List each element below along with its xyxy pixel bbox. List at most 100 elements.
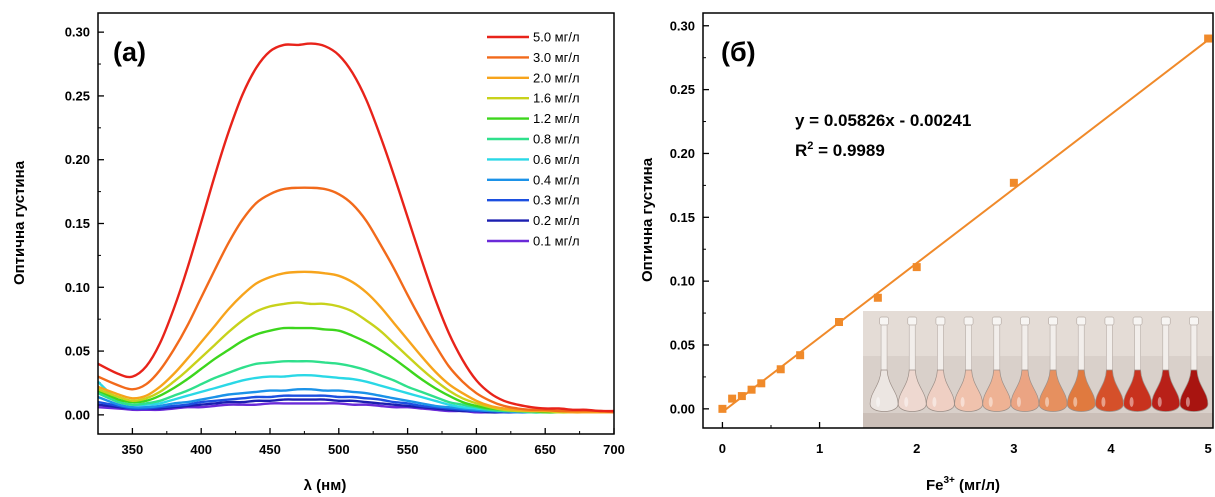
panel-b-fit: [721, 39, 1209, 413]
panel-b-x-axis-label: Fe3+ (мг/л): [926, 475, 1000, 494]
flask-neck: [908, 321, 916, 373]
spectrum-line: [97, 42, 615, 413]
flask-bulb: [1010, 369, 1040, 412]
flask-bulb: [869, 369, 899, 412]
panel-b-x-tick-label: 3: [1010, 441, 1017, 456]
legend-entry: 5.0 мг/л: [533, 30, 580, 45]
flask-highlight: [988, 397, 993, 407]
data-point: [757, 379, 766, 388]
data-point: [747, 385, 756, 394]
flask-bulb: [1151, 369, 1181, 412]
flask-highlight: [1129, 397, 1134, 407]
panel-a-spectra-chart: 350 400 450 500 550 600 650 700 0.00 0.05 0.10 0.15…: [11, 12, 625, 494]
legend-entry: 1.2 мг/л: [533, 111, 580, 126]
flask-highlight: [1157, 397, 1162, 407]
flask: [926, 316, 955, 412]
spectrum-line: [97, 270, 614, 414]
flask-bulb: [1095, 369, 1124, 412]
panel-a-y-axis-label: Оптична густина: [11, 160, 28, 285]
flask-stopper: [1160, 316, 1171, 326]
flask: [1179, 316, 1209, 412]
legend-entry: 0.4 мг/л: [533, 172, 580, 187]
panel-b-x-tick-label: 2: [913, 441, 920, 456]
flask: [954, 316, 983, 412]
panel-a-legend: 5.0 мг/л 3.0 мг/л 2.0 мг/л 1.6 мг/л 1.2 мг/л…: [487, 30, 580, 249]
flask-neck: [880, 321, 888, 373]
flask: [869, 316, 899, 412]
panel-a-x-tick-label: 450: [259, 442, 281, 457]
data-point: [728, 394, 737, 403]
data-point: [912, 263, 921, 272]
panel-a-curves: [97, 42, 615, 414]
inset-photo-wall: [863, 311, 1213, 356]
spectrum-line: [97, 360, 614, 414]
flask: [897, 316, 927, 412]
panel-a-x-tick-label: 700: [603, 442, 625, 457]
panel-b-x-tick-label: 0: [719, 441, 726, 456]
panel-a-x-axis-label: λ (нм): [304, 477, 347, 494]
flask: [982, 316, 1012, 412]
panel-b-y-axis-label: Оптична густина: [639, 157, 656, 282]
flask-stopper: [1189, 316, 1199, 326]
panel-b-y-tick-label: 0.20: [670, 146, 695, 161]
flask: [1123, 316, 1152, 412]
panel-b-plot-frame: [702, 12, 1214, 429]
panel-a-y-tick-label: 0.15: [65, 216, 90, 231]
flask-stopper: [935, 316, 946, 326]
panel-b-y-tick-label: 0.10: [670, 274, 695, 289]
inset-flasks-photo: [863, 311, 1213, 428]
flask-highlight: [1101, 397, 1106, 407]
data-point: [1009, 178, 1018, 187]
panel-b-points: [718, 34, 1213, 413]
fit-line: [721, 39, 1209, 413]
panel-b-x-tick-label: 4: [1107, 441, 1115, 456]
flask-stopper: [991, 316, 1002, 326]
panel-b-x-tick-label: 5: [1205, 441, 1212, 456]
flask-highlight: [960, 397, 965, 407]
panel-a-y-tick-label: 0.10: [65, 280, 90, 295]
flask-bulb: [954, 369, 983, 412]
flask-highlight: [1185, 397, 1190, 407]
fit-equation: y = 0.05826x - 0.00241: [795, 111, 971, 130]
data-point: [796, 351, 805, 360]
legend-entry: 0.6 мг/л: [533, 152, 580, 167]
panel-b-calibration-chart: 0 1 2 3 4 5 0.00 0.05 0.10 0.15 0.20 0.25 0.30 (б) y…: [639, 12, 1214, 494]
flask-highlight: [904, 397, 909, 407]
panel-b-y-tick-label: 0.25: [670, 82, 695, 97]
flask-stopper: [963, 316, 974, 326]
panel-a-x-tick-label: 350: [122, 442, 144, 457]
data-point: [873, 293, 882, 302]
flask-bulb: [897, 369, 927, 412]
panel-a-y-tick-label: 0.20: [65, 152, 90, 167]
flask-stopper: [879, 316, 889, 326]
spectrum-line: [97, 186, 615, 414]
flask: [1038, 316, 1068, 412]
flask-bulb: [982, 369, 1012, 412]
flask: [1151, 316, 1181, 412]
flask-bulb: [1179, 369, 1209, 412]
panel-b-ticks: 0 1 2 3 4 5 0.00 0.05 0.10 0.15 0.20 0.25 0.30: [670, 18, 1212, 456]
panel-b-y-tick-label: 0.15: [670, 210, 695, 225]
flask: [1066, 316, 1096, 412]
flask-bulb: [1066, 369, 1096, 412]
flask-bulb: [1038, 369, 1068, 412]
inset-photo-shelf: [863, 413, 1213, 428]
flask-row: [869, 316, 1209, 412]
flask-neck: [937, 321, 944, 373]
panel-a-label: (a): [113, 37, 146, 67]
panel-b-y-tick-label: 0.00: [670, 401, 695, 416]
flask-highlight: [1045, 397, 1050, 407]
panel-b-x-tick-label: 1: [816, 441, 823, 456]
flask-stopper: [907, 316, 918, 326]
flask-neck: [1190, 321, 1198, 373]
panel-a-plot-frame: [97, 12, 615, 435]
panel-b-y-tick-label: 0.05: [670, 338, 695, 353]
panel-a-y-tick-label: 0.30: [65, 25, 90, 40]
panel-a-x-tick-label: 600: [466, 442, 488, 457]
flask-stopper: [1132, 316, 1143, 326]
panel-a-x-tick-label: 550: [397, 442, 419, 457]
data-point: [835, 318, 843, 327]
flask-neck: [965, 321, 972, 373]
legend-entry: 0.2 мг/л: [533, 213, 580, 228]
